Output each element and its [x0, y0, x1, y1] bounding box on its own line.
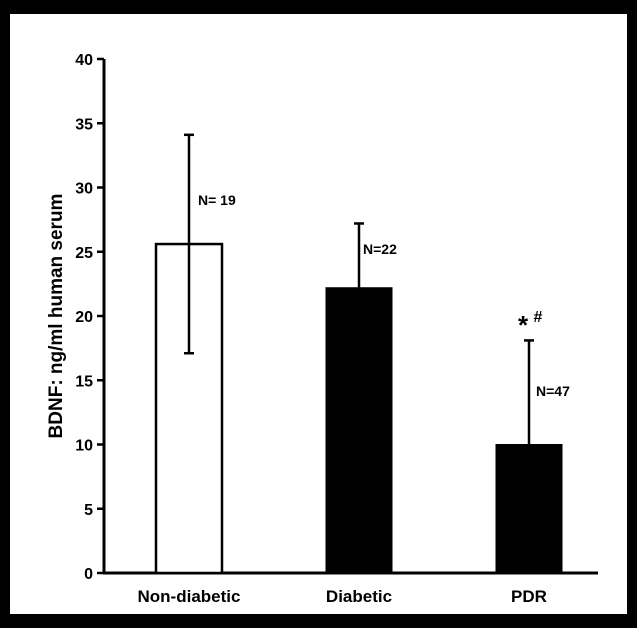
- x-tick-label: Diabetic: [326, 587, 392, 606]
- y-tick-label: 20: [75, 309, 93, 326]
- y-tick-label: 15: [75, 373, 93, 390]
- bar-diabetic: [325, 287, 393, 574]
- y-tick-label: 40: [75, 52, 93, 69]
- n-label: N=22: [363, 241, 397, 257]
- x-tick-label: Non-diabetic: [138, 587, 241, 606]
- bars: [154, 133, 563, 575]
- x-tick-label: PDR: [511, 587, 547, 606]
- y-axis-label: BDNF: ng/ml human serum: [46, 194, 67, 439]
- y-tick-label: 10: [75, 438, 93, 455]
- bar-non-diabetic: [154, 242, 224, 575]
- n-label: N=47: [536, 383, 570, 399]
- significance-marker: #: [534, 309, 543, 326]
- significance-marker: *: [518, 310, 529, 340]
- x-axis: Non-diabetic Diabetic PDR: [103, 571, 598, 606]
- labels: N= 19 N=22 N=47 * #: [198, 192, 570, 399]
- n-label: N= 19: [198, 192, 236, 208]
- y-tick-label: 0: [84, 566, 93, 583]
- y-tick-label: 35: [75, 116, 93, 133]
- y-tick-label: 25: [75, 245, 93, 262]
- y-tick-label: 5: [84, 502, 93, 519]
- y-tick-label: 30: [75, 181, 93, 198]
- y-axis: 0 5 10 15 20 25 30 35 40: [75, 52, 106, 583]
- bar-pdr: [495, 444, 563, 574]
